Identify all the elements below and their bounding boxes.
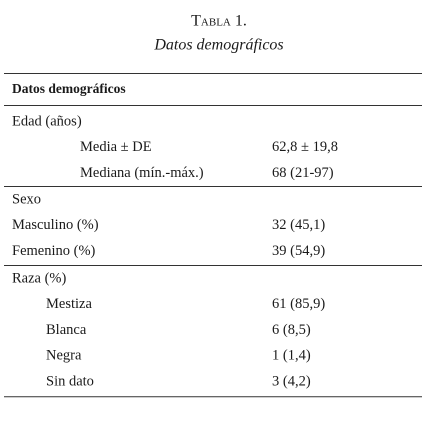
row-value: 68 (21-97) [272, 165, 334, 181]
row-value: 39 (54,9) [272, 243, 325, 259]
row-value: 62,8 ± 19,8 [272, 139, 338, 155]
row-label: Mediana (mín.-máx.) [80, 165, 204, 181]
row-label: Masculino (%) [12, 217, 99, 233]
table-subtitle: Datos demográficos [153, 37, 283, 54]
row-value: 6 (8,5) [272, 322, 311, 338]
row-label: Negra [46, 348, 82, 364]
section-label: Edad (años) [12, 113, 82, 129]
row-label: Sin dato [46, 374, 94, 390]
row-label: Media ± DE [80, 139, 152, 155]
section-label: Raza (%) [12, 270, 67, 286]
row-label: Mestiza [46, 296, 92, 312]
table-title: Tabla 1. [191, 13, 247, 30]
row-value: 1 (1,4) [272, 348, 311, 364]
row-value: 3 (4,2) [272, 374, 311, 390]
row-value: 61 (85,9) [272, 296, 325, 312]
row-label: Femenino (%) [12, 243, 96, 259]
column-header: Datos demográficos [12, 81, 126, 96]
row-value: 32 (45,1) [272, 217, 325, 233]
row-label: Blanca [46, 322, 87, 338]
section-label: Sexo [12, 191, 41, 207]
